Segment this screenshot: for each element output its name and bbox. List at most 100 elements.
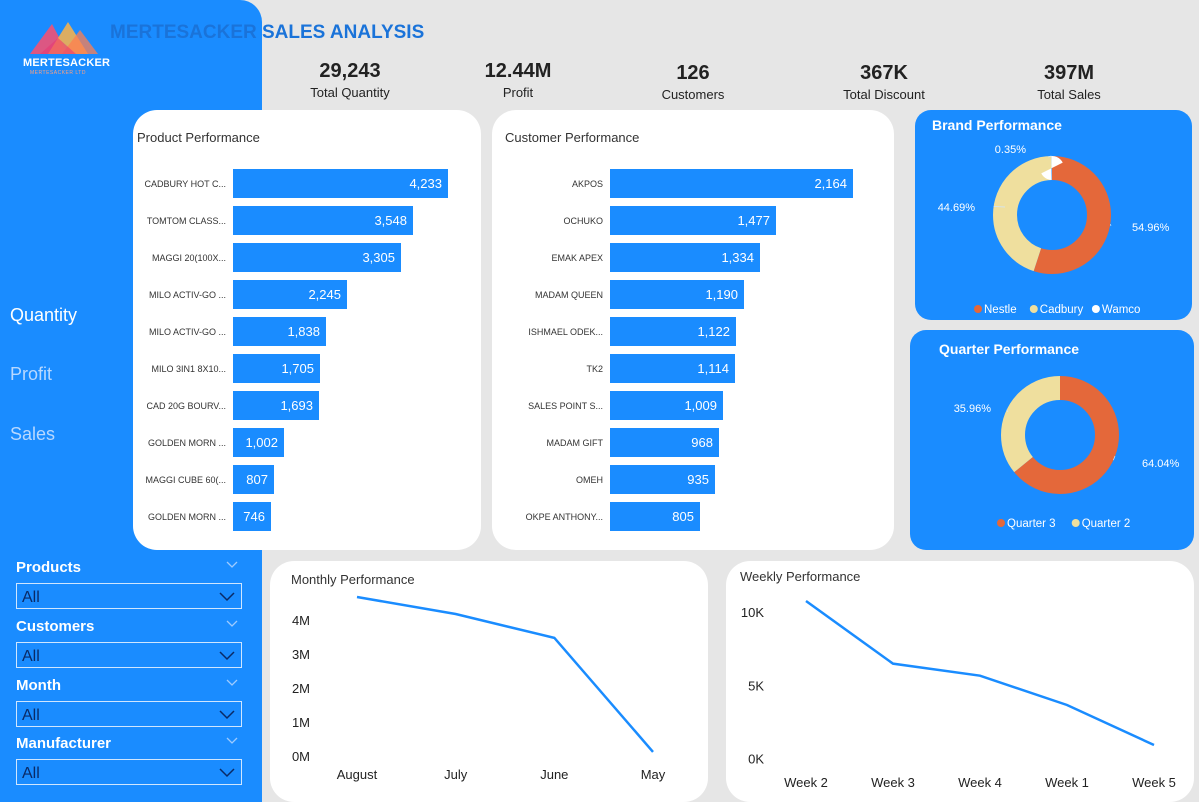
legend-label: Quarter 2 [1082,518,1131,530]
bar[interactable]: 2,164 [610,169,853,198]
line-point[interactable] [453,611,459,617]
brand-performance-card: Brand Performance 54.96% 44.69% 0.35% Nestl… [915,110,1192,320]
bar-category-label: MAGGI CUBE 60(... [145,475,226,485]
line-point[interactable] [354,594,360,600]
bar[interactable]: 1,477 [610,206,776,235]
bar[interactable]: 2,245 [233,280,347,309]
kpi-label: Profit [502,85,534,100]
bar[interactable]: 746 [233,502,271,531]
bar-row[interactable]: ISHMAEL ODEK... 1,122 [492,317,894,346]
monthly-performance-card: Monthly Performance 0M 1M 2M 3M 4M August July… [270,561,708,802]
line-point[interactable] [890,661,896,667]
bar-row[interactable]: MADAM QUEEN 1,190 [492,280,894,309]
filter-month-dropdown[interactable]: All [16,701,242,727]
bar-row[interactable]: CAD 20G BOURV... 1,693 [133,391,481,420]
bar-value-label: 1,114 [697,361,729,376]
line-point[interactable] [803,598,809,604]
filter-month-value: All [22,707,40,724]
bar-row[interactable]: EMAK APEX 1,334 [492,243,894,272]
bar[interactable]: 805 [610,502,700,531]
bar[interactable]: 3,548 [233,206,413,235]
legend-dot [1029,305,1038,313]
bar-value-label: 4,233 [409,176,442,191]
line-point[interactable] [551,635,557,641]
legend-dot [1091,305,1100,313]
bar-value-label: 1,122 [697,324,730,339]
line-point[interactable] [1151,742,1157,748]
line-point[interactable] [977,673,983,679]
chevron-down-icon[interactable] [226,737,238,745]
bar[interactable]: 1,693 [233,391,319,420]
bar-row[interactable]: CADBURY HOT C... 4,233 [133,169,481,198]
kpi-value: 367K [860,62,908,84]
bar[interactable]: 1,009 [610,391,723,420]
bar[interactable]: 1,122 [610,317,736,346]
bar-row[interactable]: SALES POINT S... 1,009 [492,391,894,420]
bar-row[interactable]: OCHUKO 1,477 [492,206,894,235]
filter-products-dropdown[interactable]: All [16,583,242,609]
bar[interactable]: 1,190 [610,280,744,309]
filter-manufacturer-dropdown[interactable]: All [16,759,242,785]
bar-value-label: 968 [691,435,713,450]
bar-row[interactable]: TK2 1,114 [492,354,894,383]
bar[interactable]: 1,114 [610,354,735,383]
bar-row[interactable]: AKPOS 2,164 [492,169,894,198]
nav-quantity-button[interactable]: Quantity [10,305,78,325]
leader-line [993,206,1006,208]
filter-products: Products All [16,559,242,609]
bar-category-label: MADAM GIFT [546,438,604,448]
bar[interactable]: 807 [233,465,274,494]
quarter-performance-card: Quarter Performance 64.04% 35.96% Quarter … [910,330,1194,550]
bar-row[interactable]: OKPE ANTHONY... 805 [492,502,894,531]
bar-row[interactable]: MAGGI CUBE 60(... 807 [133,465,481,494]
x-tick-label: May [641,767,666,782]
x-tick-label: July [444,767,468,782]
donut-slice-label: 54.96% [1132,222,1170,234]
bar[interactable]: 1,705 [233,354,320,383]
bar-row[interactable]: GOLDEN MORN ... 1,002 [133,428,481,457]
donut-slice[interactable] [1001,376,1119,494]
quarter-donut-chart: 64.04% 35.96% Quarter 3 Quarter 2 [954,376,1180,530]
filter-customers-dropdown[interactable]: All [16,642,242,668]
legend-label: Quarter 3 [1007,518,1056,530]
bar-row[interactable]: MAGGI 20(100X... 3,305 [133,243,481,272]
legend-dot [997,519,1005,527]
bar-row[interactable]: TOMTOM CLASS... 3,548 [133,206,481,235]
bar-category-label: OCHUKO [563,216,603,226]
bar-category-label: TK2 [586,364,603,374]
bar[interactable]: 935 [610,465,715,494]
bar-value-label: 935 [687,472,709,487]
y-tick-label: 5K [748,678,764,693]
line-series[interactable] [805,599,1155,747]
chevron-down-icon[interactable] [226,679,238,687]
bar[interactable]: 4,233 [233,169,448,198]
bar[interactable]: 1,002 [233,428,284,457]
bar[interactable]: 968 [610,428,719,457]
bar[interactable]: 3,305 [233,243,401,272]
chevron-down-icon[interactable] [226,561,238,569]
bar-row[interactable]: MILO ACTIV-GO ... 1,838 [133,317,481,346]
bar-row[interactable]: GOLDEN MORN ... 746 [133,502,481,531]
line-point[interactable] [1064,702,1070,708]
bar[interactable]: 1,838 [233,317,326,346]
line-series[interactable] [356,595,654,753]
bar-value-label: 1,002 [245,435,278,450]
bar-row[interactable]: MILO ACTIV-GO ... 2,245 [133,280,481,309]
line-point[interactable] [650,749,656,755]
bar-row[interactable]: MILO 3IN1 8X10... 1,705 [133,354,481,383]
nav-sales-button[interactable]: Sales [10,424,56,444]
chevron-down-icon [219,651,235,661]
bar-value-label: 3,305 [362,250,395,265]
filter-manufacturer-label: Manufacturer [16,735,112,752]
donut-slice[interactable] [993,156,1111,274]
bar-row[interactable]: OMEH 935 [492,465,894,494]
donut-slice[interactable] [993,156,1111,274]
logo-name: MERTESACKER [23,57,111,69]
x-tick-label: Week 4 [958,775,1002,790]
bar-value-label: 1,705 [281,361,314,376]
bar[interactable]: 1,334 [610,243,760,272]
bar-row[interactable]: MADAM GIFT 968 [492,428,894,457]
nav-profit-button[interactable]: Profit [10,364,53,384]
chevron-down-icon[interactable] [226,620,238,628]
legend-dot [1071,519,1080,527]
